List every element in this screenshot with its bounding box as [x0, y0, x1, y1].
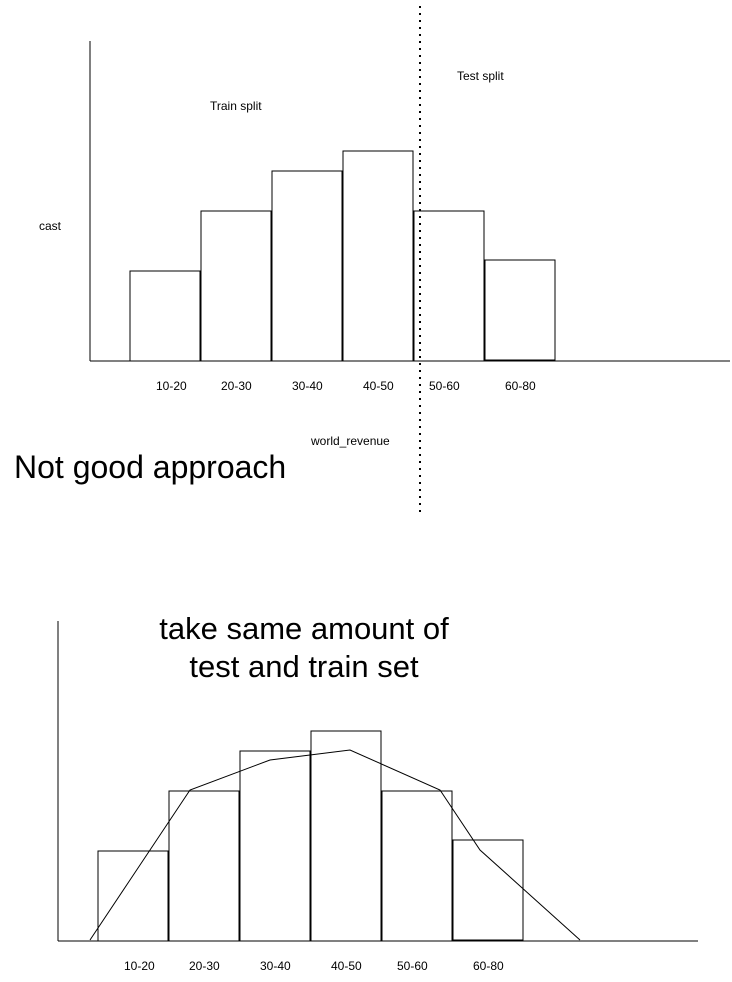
- top-bar-30-40: [271, 170, 343, 362]
- bottom-tick-label: 40-50: [331, 959, 362, 973]
- bottom-bar-50-60: [381, 790, 453, 942]
- top-tick-label: 10-20: [156, 379, 187, 393]
- bottom-bar-40-50: [310, 730, 382, 942]
- top-tick-label: 50-60: [429, 379, 460, 393]
- bottom-bar-60-80: [452, 839, 524, 941]
- top-tick-label: 30-40: [292, 379, 323, 393]
- distribution-curve: [89, 749, 581, 941]
- bottom-tick-label: 20-30: [189, 959, 220, 973]
- top-x-axis-label: world_revenue: [310, 434, 390, 448]
- bottom-bar-20-30: [168, 790, 240, 942]
- bottom-tick-label: 10-20: [124, 959, 155, 973]
- train-split-label: Train split: [210, 99, 262, 113]
- top-bar-50-60: [413, 210, 485, 362]
- bottom-title-line-2: test and train set: [189, 649, 419, 684]
- bottom-tick-label: 30-40: [260, 959, 291, 973]
- top-diagram: cast Train split Test split 10-20 20-30 …: [14, 6, 730, 512]
- bottom-diagram: take same amount of test and train set 1…: [57, 611, 698, 973]
- top-tick-label: 20-30: [221, 379, 252, 393]
- verdict-text: Not good approach: [14, 449, 286, 485]
- top-bar-10-20: [129, 270, 201, 362]
- test-split-label: Test split: [457, 69, 504, 83]
- bottom-bar-30-40: [239, 750, 311, 942]
- bottom-title-line-1: take same amount of: [159, 611, 449, 646]
- top-tick-label: 40-50: [363, 379, 394, 393]
- top-bar-60-80: [484, 259, 556, 361]
- bottom-tick-label: 50-60: [397, 959, 428, 973]
- top-y-axis-label: cast: [39, 219, 62, 233]
- top-tick-label: 60-80: [505, 379, 536, 393]
- bottom-bar-10-20: [97, 850, 169, 942]
- bottom-tick-label: 60-80: [473, 959, 504, 973]
- top-bar-20-30: [200, 210, 272, 362]
- top-bar-40-50: [342, 150, 414, 362]
